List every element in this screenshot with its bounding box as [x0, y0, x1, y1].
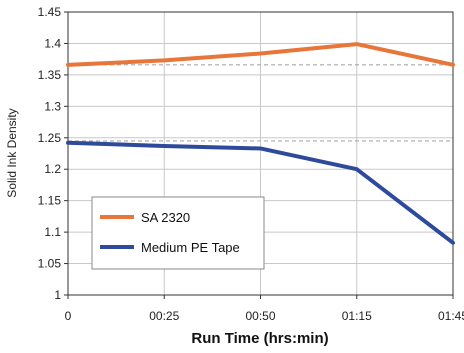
y-tick-label: 1.3 — [44, 99, 61, 113]
y-tick-label: 1.05 — [38, 257, 62, 271]
y-tick-label: 1.2 — [44, 162, 61, 176]
x-tick-label: 01:45 — [438, 309, 464, 323]
y-tick-label: 1.25 — [38, 131, 62, 145]
legend-label-sa-2320: SA 2320 — [141, 210, 190, 225]
series-lines — [66, 42, 455, 245]
y-tick-labels: 1 1.05 1.1 1.15 1.2 1.25 1.3 1.35 1.4 1.45 — [38, 5, 68, 302]
y-tick-label: 1.1 — [44, 225, 61, 239]
legend: SA 2320 Medium PE Tape — [91, 196, 265, 270]
y-tick-label: 1 — [54, 288, 61, 302]
y-tick-label: 1.4 — [44, 36, 61, 50]
y-tick-label: 1.35 — [38, 68, 62, 82]
x-tick-label: 00:50 — [245, 309, 275, 323]
legend-label-medium-pe-tape: Medium PE Tape — [141, 240, 240, 255]
x-tick-labels: 0 00:25 00:50 01:15 01:45 — [65, 295, 464, 323]
y-tick-label: 1.15 — [38, 194, 62, 208]
y-tick-label: 1.45 — [38, 5, 62, 19]
y-axis-title: Solid Ink Density — [5, 108, 19, 197]
legend-box — [91, 196, 265, 270]
reference-lines — [68, 64, 453, 142]
x-axis-title: Run Time (hrs:min) — [191, 330, 328, 347]
x-tick-label: 0 — [65, 309, 72, 323]
x-tick-label: 01:15 — [342, 309, 372, 323]
x-tick-label: 00:25 — [149, 309, 179, 323]
